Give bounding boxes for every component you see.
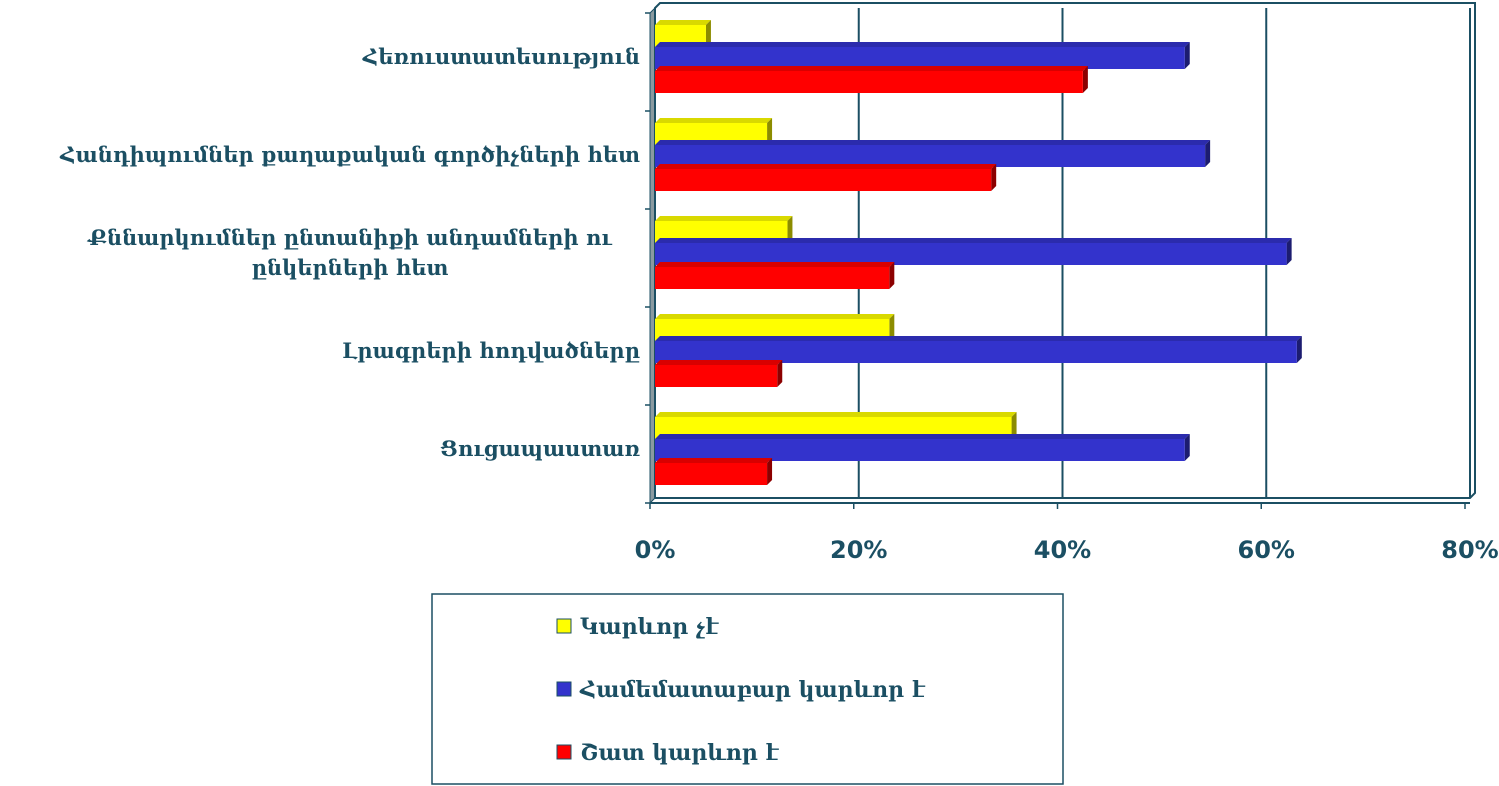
bar xyxy=(655,267,890,289)
bar-top xyxy=(655,20,711,25)
legend-box xyxy=(431,593,1064,785)
bar xyxy=(655,25,706,47)
legend-swatch xyxy=(556,744,572,760)
bar xyxy=(655,463,768,485)
bar-top xyxy=(655,458,773,463)
bar xyxy=(655,145,1206,167)
legend-label: Կարևոր չէ xyxy=(580,614,719,640)
bar xyxy=(655,439,1185,461)
legend-swatch xyxy=(556,618,572,634)
bar-side xyxy=(1205,140,1211,167)
category-label-wrap: Հանդիպումներ քաղաքական գործիչների հետ xyxy=(0,116,640,194)
bar xyxy=(655,123,768,145)
category-label-wrap: Ցուցապաստառ xyxy=(0,410,640,488)
x-tick-label: 80% xyxy=(1441,536,1498,564)
bar-side xyxy=(705,20,711,47)
bar xyxy=(655,341,1297,363)
bar-top xyxy=(655,216,793,221)
bar-top xyxy=(655,336,1302,341)
bar-top xyxy=(655,42,1190,47)
category-label: Լրագրերի հոդվածները xyxy=(342,338,640,363)
bar-top xyxy=(655,164,997,169)
bar xyxy=(655,319,890,341)
bar-side xyxy=(1296,336,1302,363)
bar-side xyxy=(1184,42,1190,69)
x-tick-label: 0% xyxy=(635,536,676,564)
bar xyxy=(655,47,1185,69)
bar xyxy=(655,169,992,191)
bar-side xyxy=(889,314,895,341)
bar xyxy=(655,71,1083,93)
legend-swatch xyxy=(556,681,572,697)
bar-side xyxy=(1286,238,1292,265)
x-tick-label: 40% xyxy=(1034,536,1091,564)
bar-top xyxy=(655,238,1292,243)
x-tick-label: 20% xyxy=(830,536,887,564)
bar-top xyxy=(655,140,1211,145)
bar-top xyxy=(655,360,783,365)
category-label-box: Հեռուստատեսություն xyxy=(0,18,640,96)
category-label-wrap: Քննարկումներ ընտանիքի անդամների ու ընկեր… xyxy=(0,214,640,292)
legend-label: Շատ կարևոր է xyxy=(580,740,779,766)
bar-side xyxy=(991,164,997,191)
bar xyxy=(655,417,1012,439)
category-label-wrap: Լրագրերի հոդվածները xyxy=(0,312,640,390)
bar-side xyxy=(767,118,773,145)
bar-side xyxy=(767,458,773,485)
bar-top xyxy=(655,262,895,267)
category-label: Հեռուստատեսություն xyxy=(362,44,640,69)
bar-side xyxy=(1184,434,1190,461)
bar-top xyxy=(655,314,895,319)
bar-top xyxy=(655,412,1017,417)
bar-side xyxy=(787,216,793,243)
x-tick-label: 60% xyxy=(1238,536,1295,564)
category-label-box: Լրագրերի հոդվածները xyxy=(0,312,640,390)
category-label-wrap: Հեռուստատեսություն xyxy=(0,18,640,96)
category-label: Քննարկումներ ընտանիքի անդամների ու ընկեր… xyxy=(88,225,612,280)
bar-top xyxy=(655,66,1088,71)
category-label: Ցուցապաստառ xyxy=(440,436,640,461)
bar-side xyxy=(1082,66,1088,93)
bar xyxy=(655,221,788,243)
bar-top xyxy=(655,118,773,123)
bar-top xyxy=(655,434,1190,439)
legend-label: Համեմատաբար կարևոր է xyxy=(579,677,926,703)
category-label: Հանդիպումներ քաղաքական գործիչների հետ xyxy=(60,142,640,167)
category-label-box: Ցուցապաստառ xyxy=(0,410,640,488)
bar-side xyxy=(777,360,783,387)
category-label-box: Հանդիպումներ քաղաքական գործիչների հետ xyxy=(0,116,640,194)
bar-side xyxy=(889,262,895,289)
bar xyxy=(655,365,778,387)
bar-side xyxy=(1011,412,1017,439)
category-label-box: Քննարկումներ ընտանիքի անդամների ու ընկեր… xyxy=(0,214,640,292)
bar xyxy=(655,243,1287,265)
